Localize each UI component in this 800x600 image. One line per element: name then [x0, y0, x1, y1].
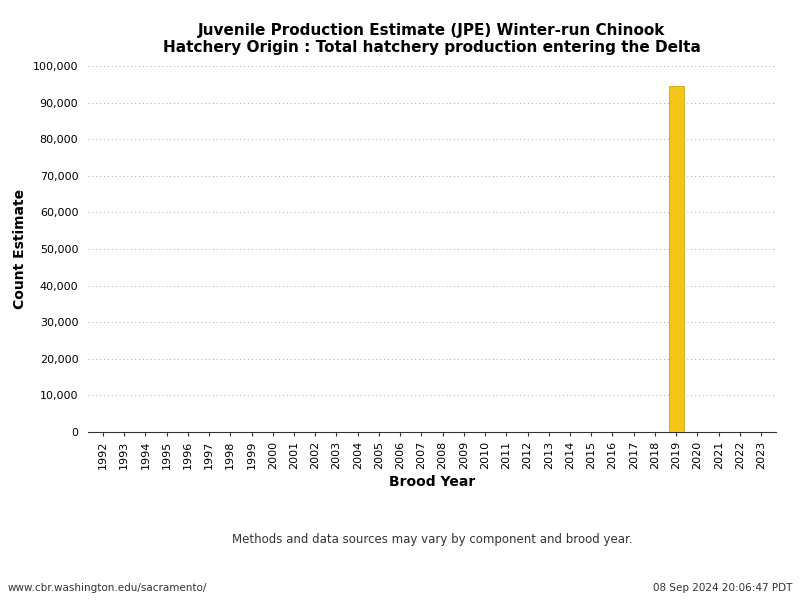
Text: 08 Sep 2024 20:06:47 PDT: 08 Sep 2024 20:06:47 PDT — [653, 583, 792, 593]
Text: Methods and data sources may vary by component and brood year.: Methods and data sources may vary by com… — [232, 533, 632, 547]
X-axis label: Brood Year: Brood Year — [389, 475, 475, 489]
Text: www.cbr.washington.edu/sacramento/: www.cbr.washington.edu/sacramento/ — [8, 583, 207, 593]
Bar — [669, 86, 684, 432]
Title: Juvenile Production Estimate (JPE) Winter-run Chinook
Hatchery Origin : Total ha: Juvenile Production Estimate (JPE) Winte… — [163, 23, 701, 55]
Y-axis label: Count Estimate: Count Estimate — [14, 189, 27, 309]
